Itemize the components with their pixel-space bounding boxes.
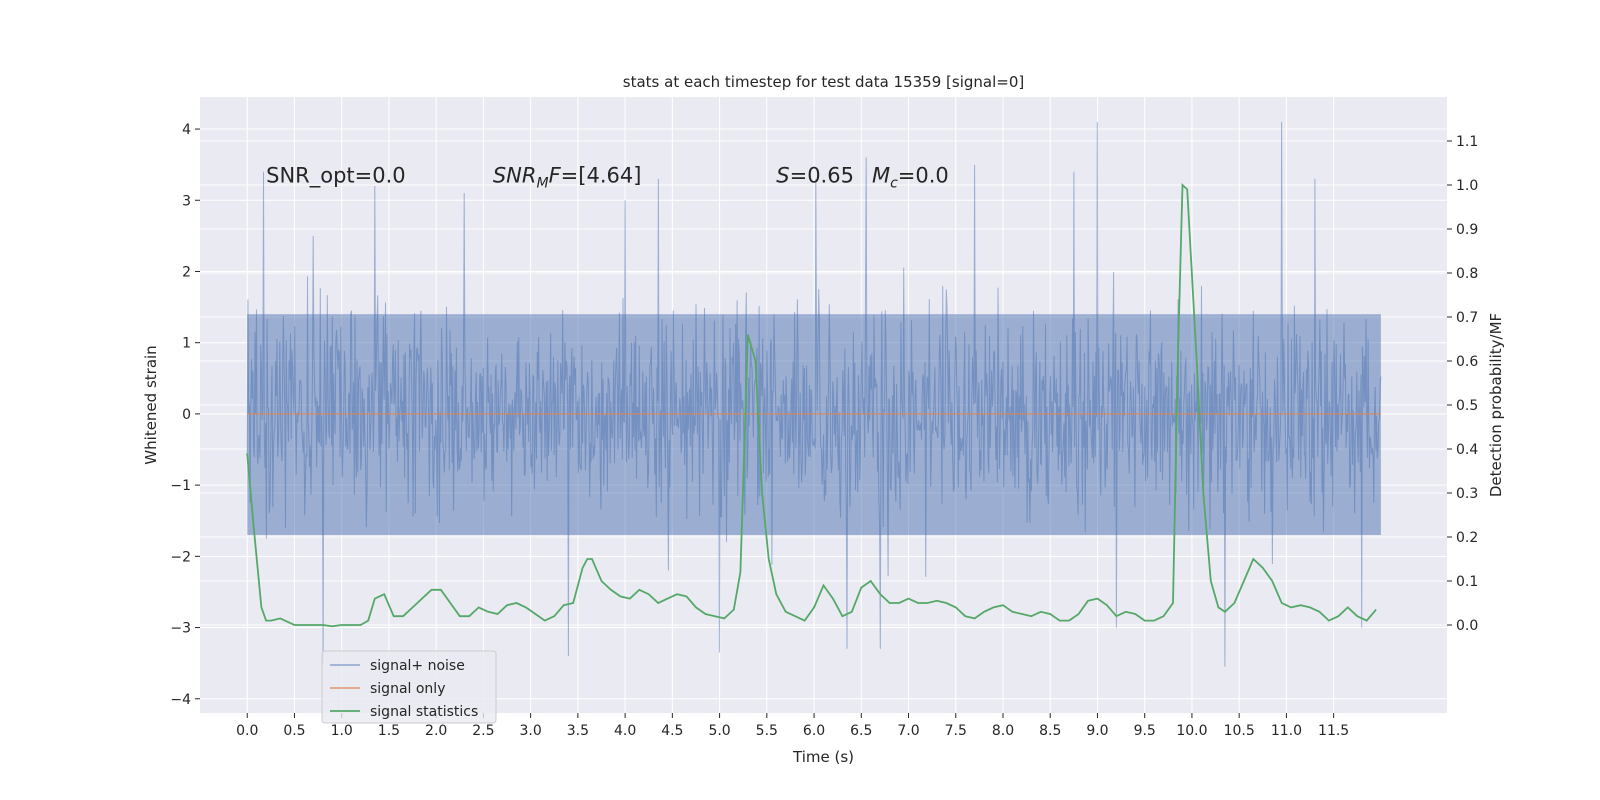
annotation-s-value: =0.65 — [790, 163, 854, 187]
y-tick-label: −3 — [170, 621, 191, 637]
annotation-snr-f: F — [549, 163, 562, 187]
annotations: SNR_opt=0.0 SNRMF=[4.64] S=0.65 Mc=0.0 — [266, 163, 949, 191]
chart-title: stats at each timestep for test data 153… — [623, 73, 1024, 91]
annotation-mc-symbol: M — [872, 163, 890, 187]
y-axis-right-label: Detection probability/MF — [1487, 313, 1505, 497]
annotation-snr-subscript: M — [536, 175, 548, 191]
legend-box — [321, 650, 497, 724]
legend-entry: signal+ noise — [370, 658, 465, 674]
x-tick-label: 11.5 — [1318, 723, 1349, 739]
noise-trace-line — [246, 121, 1382, 667]
x-tick-label: 3.5 — [567, 723, 589, 739]
y-tick-label: −4 — [170, 692, 191, 708]
x-tick-label: 5.0 — [708, 723, 730, 739]
y-right-tick-label: 0.2 — [1456, 530, 1478, 546]
x-tick-label: 8.5 — [1039, 723, 1061, 739]
y-tick-label: 0 — [182, 407, 191, 423]
annotation-s-symbol: S — [776, 163, 789, 187]
x-tick-label: 6.0 — [803, 723, 825, 739]
annotation-2: SNRMF=[4.64] — [493, 163, 642, 191]
x-tick-label: 3.0 — [520, 723, 542, 739]
x-tick-label: 6.5 — [850, 723, 872, 739]
annotation-snr-value: =[4.64] — [561, 163, 642, 187]
legend-entry: signal only — [370, 681, 445, 697]
y-right-tick-label: 0.4 — [1456, 442, 1478, 458]
x-tick-label: 2.5 — [472, 723, 494, 739]
x-tick-label: 5.5 — [756, 723, 778, 739]
legend: signal+ noise signal only signal statistic… — [321, 650, 497, 724]
y-right-tick-label: 0.3 — [1456, 486, 1478, 502]
x-tick-label: 8.0 — [992, 723, 1014, 739]
y-tick-label: 4 — [182, 122, 191, 138]
y-right-tick-label: 0.7 — [1456, 310, 1478, 326]
annotation-mc-subscript: c — [890, 175, 898, 191]
annotation-3: S=0.65 Mc=0.0 — [776, 163, 949, 191]
x-tick-label: 7.5 — [945, 723, 967, 739]
x-tick-label: 7.0 — [897, 723, 919, 739]
x-tick-label: 4.5 — [661, 723, 683, 739]
y-right-tick-label: 1.0 — [1456, 178, 1478, 194]
x-axis-label: Time (s) — [792, 748, 854, 766]
x-tick-label: 10.0 — [1176, 723, 1207, 739]
x-tick-label: 1.5 — [378, 723, 400, 739]
y-right-tick-label: 0.5 — [1456, 398, 1478, 414]
annotation-mc-value: =0.0 — [898, 163, 949, 187]
signal-statistics-line — [246, 182, 1377, 628]
series-signal-statistics — [246, 182, 1377, 628]
y-right-tick-label: 0.8 — [1456, 266, 1478, 282]
y-right-tick-label: 0.9 — [1456, 222, 1478, 238]
y-right-tick-label: 0.1 — [1456, 574, 1478, 590]
annotation-snr-symbol: SNR — [493, 163, 537, 187]
x-tick-label: 4.0 — [614, 723, 636, 739]
y-right-tick-label: 0.0 — [1456, 618, 1478, 634]
x-tick-label: 2.0 — [425, 723, 447, 739]
x-tick-label: 11.0 — [1271, 723, 1302, 739]
x-tick-label: 9.0 — [1086, 723, 1108, 739]
y-tick-label: 2 — [182, 264, 191, 280]
y-axis-label: Whitened strain — [142, 345, 160, 464]
x-tick-label: 0.0 — [236, 723, 258, 739]
x-tick-label: 1.0 — [331, 723, 353, 739]
x-tick-label: 0.5 — [283, 723, 305, 739]
y-right-tick-label: 1.1 — [1456, 134, 1478, 150]
legend-entry: signal statistics — [370, 704, 478, 720]
ticks: 0.0 0.5 1.0 1.5 2.0 2.5 3.0 3.5 4.0 4.5 5.0 5.5 6.0 6… — [170, 122, 1478, 739]
y-right-tick-label: 0.6 — [1456, 354, 1478, 370]
y-tick-label: −2 — [170, 549, 191, 565]
y-tick-label: −1 — [170, 478, 191, 494]
y-tick-label: 1 — [182, 336, 191, 352]
y-tick-label: 3 — [182, 193, 191, 209]
x-tick-label: 9.5 — [1134, 723, 1156, 739]
series-signal-noise — [246, 121, 1382, 667]
x-tick-label: 10.5 — [1224, 723, 1255, 739]
annotation-1: SNR_opt=0.0 — [266, 163, 406, 188]
